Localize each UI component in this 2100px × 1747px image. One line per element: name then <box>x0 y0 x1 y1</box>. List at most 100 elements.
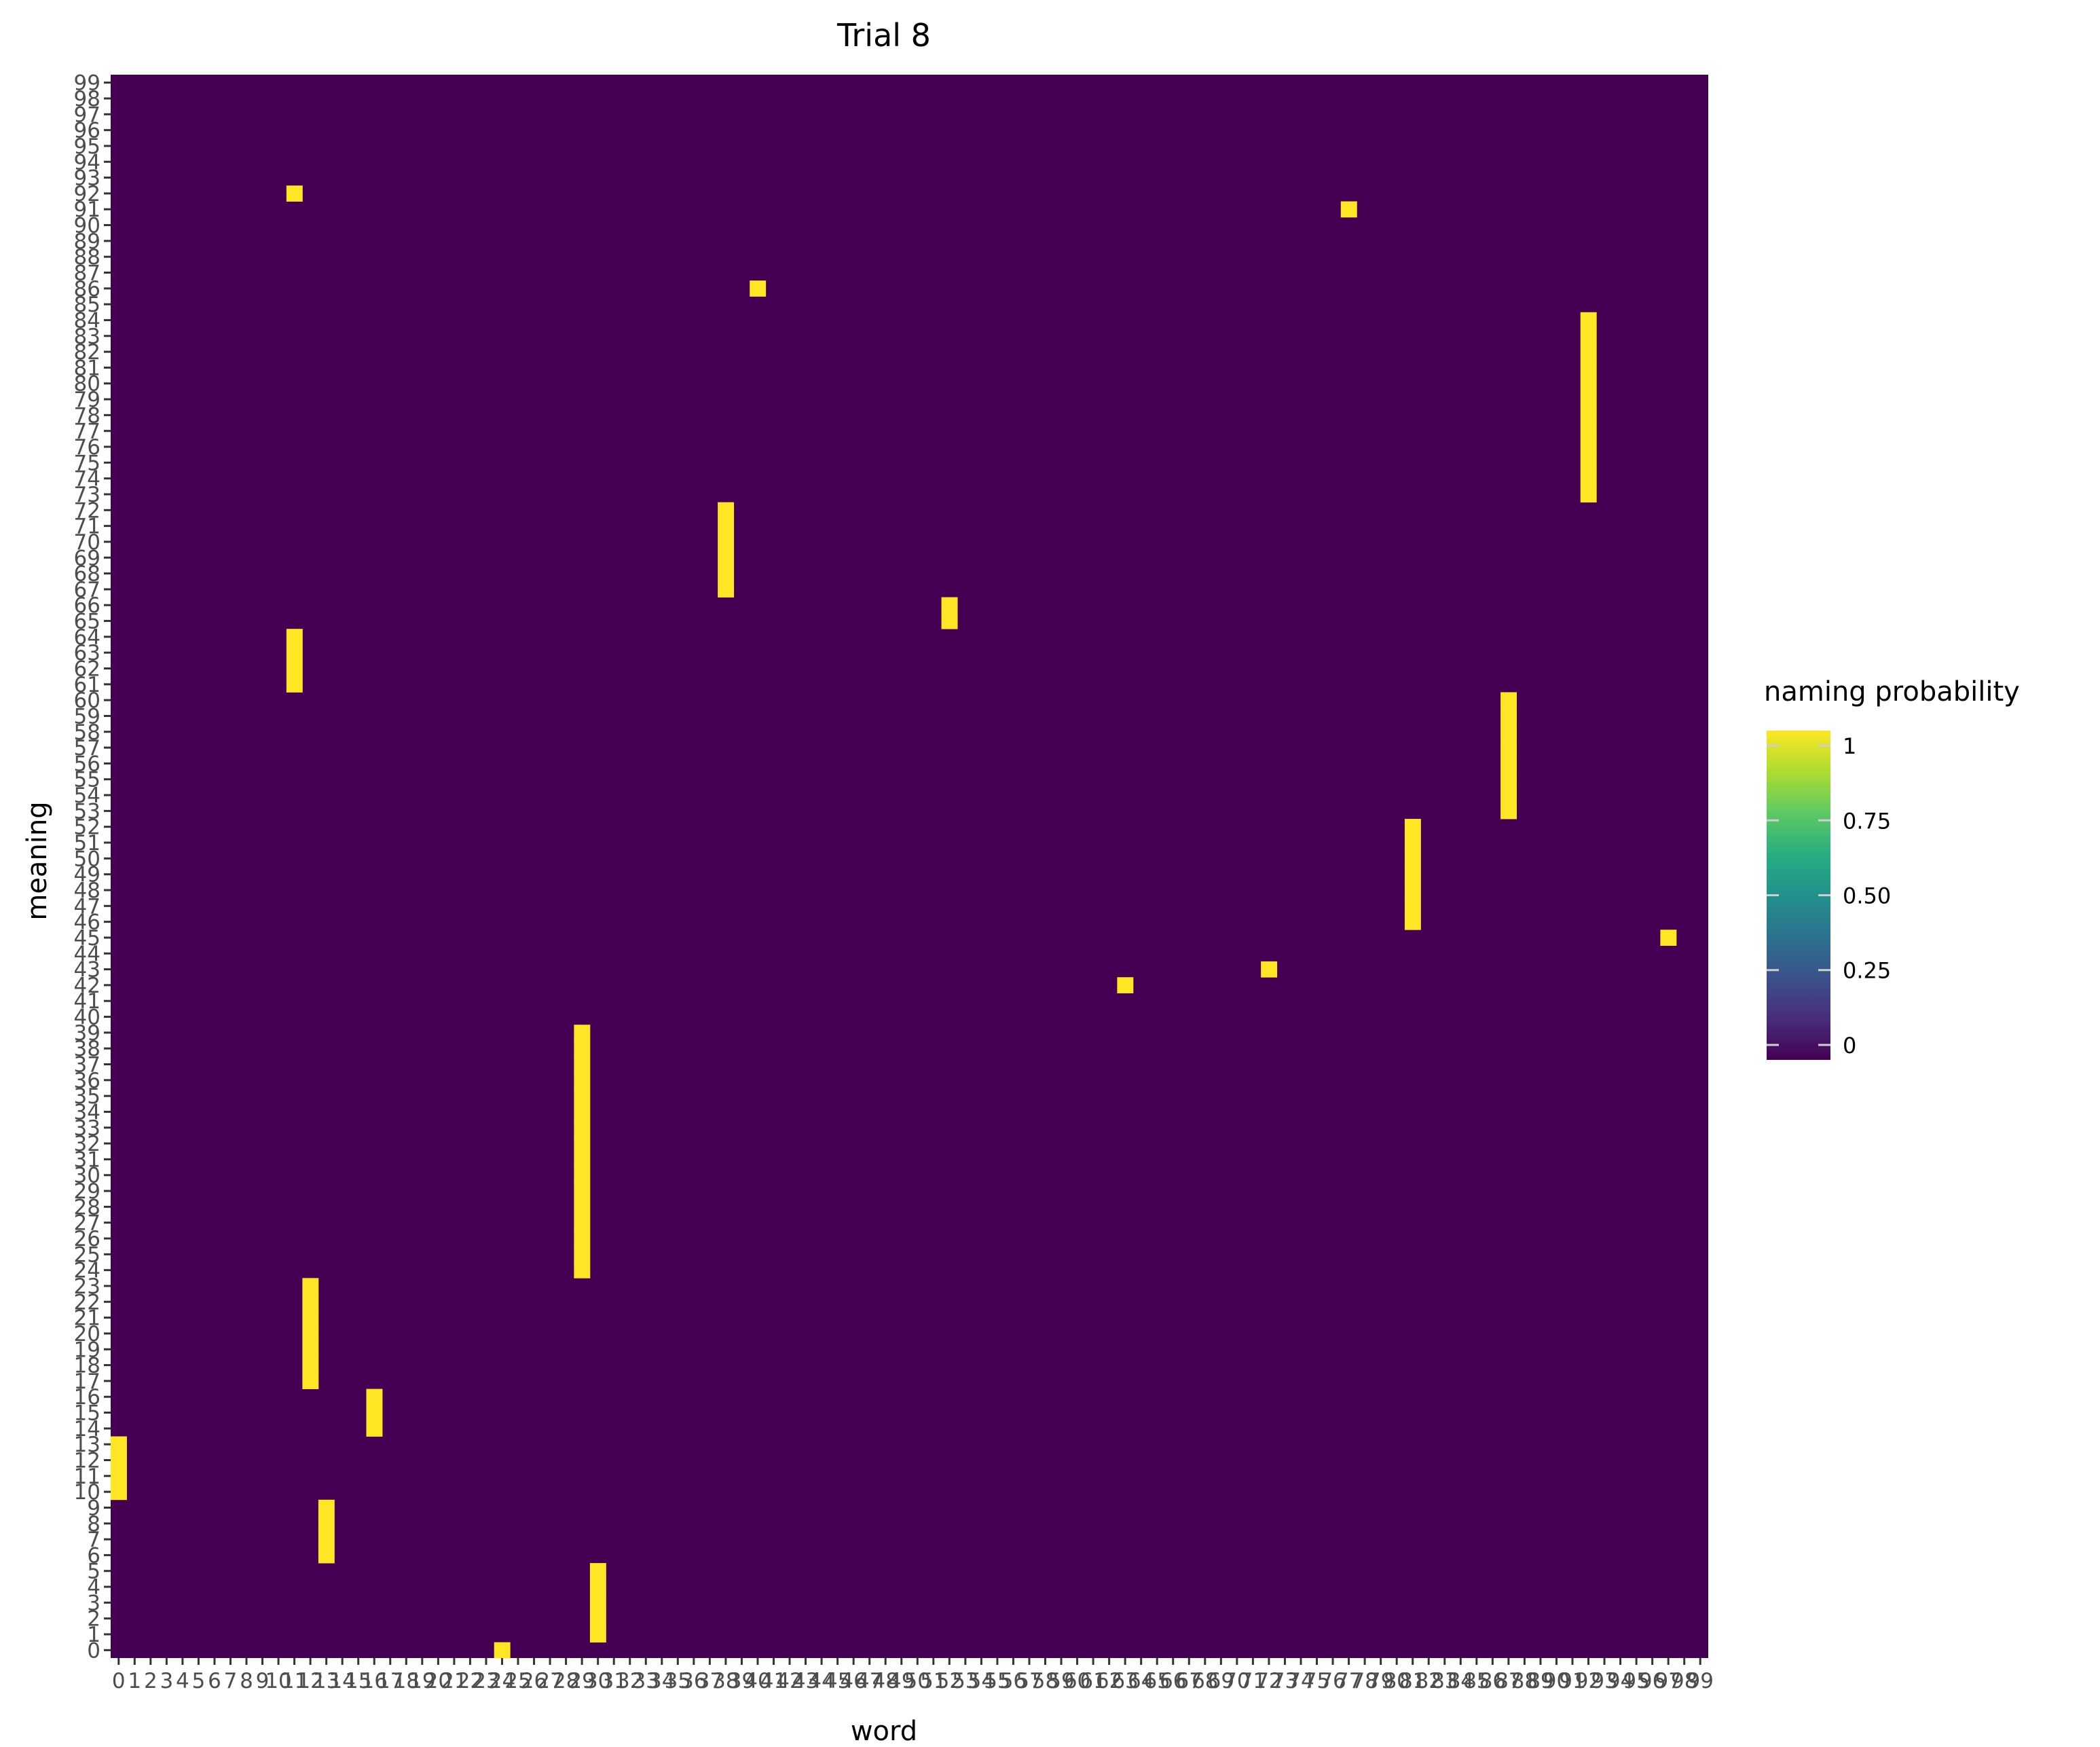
y-axis-title: meaning <box>22 801 53 920</box>
heatmap-cell-w38-m70 <box>718 534 735 550</box>
x-tick-label: 14 <box>329 1669 355 1693</box>
x-tick-label: 56 <box>1000 1669 1027 1693</box>
heatmap-cell-w92-m74 <box>1580 471 1597 487</box>
x-tick-label: 16 <box>361 1669 388 1693</box>
x-tick-label: 93 <box>1591 1669 1617 1693</box>
x-tick-label: 58 <box>1032 1669 1058 1693</box>
x-tick-label: 55 <box>984 1669 1010 1693</box>
heatmap-cell-w29-m34 <box>574 1103 591 1120</box>
x-tick-label: 73 <box>1272 1669 1298 1693</box>
heatmap-cell-w11-m92 <box>286 185 303 202</box>
y-tick-label: 52 <box>74 815 100 840</box>
heatmap-cell-w29-m26 <box>574 1230 591 1247</box>
y-tick-label: 45 <box>74 926 100 951</box>
x-tick-label: 62 <box>1096 1669 1122 1693</box>
x-tick-label: 84 <box>1448 1669 1474 1693</box>
heatmap-cell-w81-m47 <box>1404 898 1421 915</box>
legend-tick-label: 0.50 <box>1843 883 1891 909</box>
legend-tick-label: 0.25 <box>1843 958 1891 984</box>
x-tick-label: 7 <box>224 1669 238 1693</box>
y-tick-label: 33 <box>74 1116 100 1141</box>
x-tick-label: 72 <box>1255 1669 1282 1693</box>
y-tick-label: 13 <box>74 1433 100 1457</box>
heatmap-cell-w81-m51 <box>1404 834 1421 851</box>
heatmap-cell-w92-m84 <box>1580 312 1597 329</box>
x-tick-label: 77 <box>1335 1669 1362 1693</box>
x-tick-label: 94 <box>1607 1669 1634 1693</box>
y-tick-label: 66 <box>74 593 100 618</box>
y-tick-label: 30 <box>74 1164 100 1188</box>
x-tick-label: 30 <box>585 1669 611 1693</box>
heatmap-cell-w13-m7 <box>318 1531 335 1548</box>
x-tick-label: 57 <box>1016 1669 1042 1693</box>
x-tick-label: 20 <box>425 1669 452 1693</box>
heatmap-cell-w12-m18 <box>302 1357 319 1374</box>
x-tick-label: 65 <box>1143 1669 1170 1693</box>
x-tick-label: 40 <box>744 1669 771 1693</box>
x-tick-label: 71 <box>1240 1669 1266 1693</box>
heatmap-cell-w30-m2 <box>589 1611 606 1627</box>
x-tick-label: 99 <box>1687 1669 1714 1693</box>
y-tick-label: 41 <box>74 989 100 1014</box>
y-tick-label: 16 <box>74 1385 100 1410</box>
x-tick-label: 4 <box>176 1669 189 1693</box>
y-tick-label: 75 <box>74 451 100 475</box>
x-tick-label: 35 <box>665 1669 691 1693</box>
y-tick-label: 42 <box>74 974 100 998</box>
heatmap-background <box>111 75 1708 1658</box>
y-tick-label: 27 <box>74 1211 100 1236</box>
y-tick-label: 20 <box>74 1322 100 1346</box>
x-tick-label: 64 <box>1128 1669 1154 1693</box>
x-tick-label: 67 <box>1176 1669 1202 1693</box>
y-tick-label: 64 <box>74 625 100 650</box>
y-tick-label: 80 <box>74 372 100 397</box>
x-tick-label: 46 <box>840 1669 866 1693</box>
y-tick-label: 18 <box>74 1354 100 1378</box>
y-tick-label: 50 <box>74 847 100 871</box>
y-tick-label: 54 <box>74 784 100 808</box>
y-tick-label: 15 <box>74 1401 100 1426</box>
y-tick-label: 12 <box>74 1449 100 1473</box>
heatmap-cell-w52-m66 <box>941 597 958 614</box>
heatmap-cell-w29-m33 <box>574 1120 591 1136</box>
x-tick-label: 15 <box>345 1669 371 1693</box>
heatmap-cell-w12-m17 <box>302 1373 319 1389</box>
x-tick-label: 24 <box>489 1669 515 1693</box>
y-tick-label: 34 <box>74 1100 100 1124</box>
x-tick-label: 54 <box>968 1669 995 1693</box>
heatmap-cell-w72-m43 <box>1261 961 1278 978</box>
x-tick-label: 6 <box>208 1669 221 1693</box>
heatmap-cell-w92-m79 <box>1580 391 1597 408</box>
y-tick-label: 19 <box>74 1338 100 1362</box>
x-tick-label: 2 <box>144 1669 158 1693</box>
y-tick-label: 72 <box>74 498 100 523</box>
heatmap-cell-w38-m68 <box>718 565 735 582</box>
heatmap-cell-w81-m48 <box>1404 882 1421 899</box>
y-tick-label: 29 <box>74 1179 100 1204</box>
x-tick-label: 31 <box>600 1669 627 1693</box>
y-tick-label: 94 <box>74 150 100 174</box>
x-tick-label: 36 <box>680 1669 707 1693</box>
x-tick-label: 68 <box>1192 1669 1218 1693</box>
y-tick-label: 32 <box>74 1132 100 1156</box>
heatmap-cell-w30-m1 <box>589 1626 606 1643</box>
y-tick-label: 95 <box>74 134 100 159</box>
y-tick-label: 76 <box>74 435 100 460</box>
heatmap-cell-w92-m75 <box>1580 454 1597 471</box>
x-tick-label: 91 <box>1559 1669 1585 1693</box>
y-tick-label: 71 <box>74 515 100 539</box>
heatmap-cell-w87-m55 <box>1500 771 1517 788</box>
x-tick-label: 5 <box>192 1669 206 1693</box>
y-tick-label: 14 <box>74 1417 100 1441</box>
heatmap-cell-w29-m38 <box>574 1040 591 1057</box>
y-tick-label: 24 <box>74 1259 100 1283</box>
x-tick-label: 53 <box>952 1669 978 1693</box>
x-axis-title: word <box>851 1716 917 1744</box>
x-tick-label: 18 <box>393 1669 420 1693</box>
x-tick-label: 12 <box>297 1669 323 1693</box>
y-tick-label: 74 <box>74 467 100 492</box>
y-tick-label: 6 <box>87 1543 100 1568</box>
heatmap-cell-w29-m28 <box>574 1198 591 1215</box>
y-tick-label: 46 <box>74 911 100 935</box>
y-tick-label: 38 <box>74 1037 100 1061</box>
